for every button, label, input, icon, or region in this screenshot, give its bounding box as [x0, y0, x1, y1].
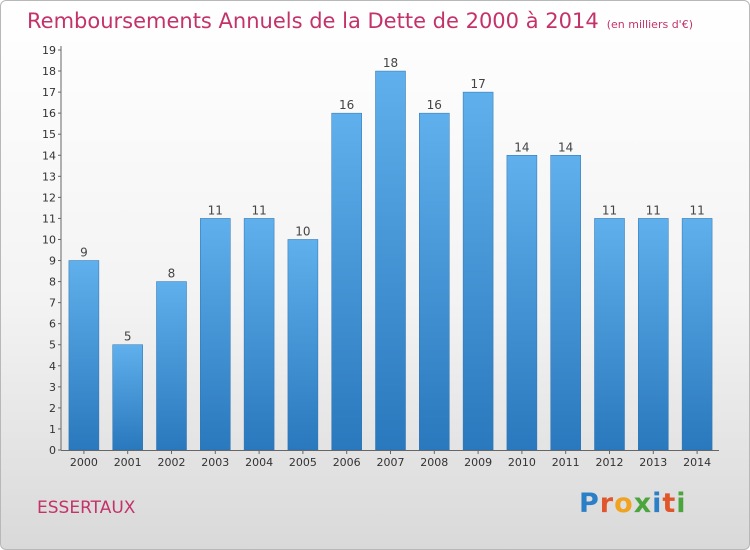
bar-value-label: 11	[689, 203, 704, 217]
chart-frame: Remboursements Annuels de la Dette de 20…	[0, 0, 750, 550]
y-tick-label: 6	[49, 318, 56, 331]
bar-value-label: 9	[80, 246, 88, 260]
bar	[69, 261, 99, 450]
bar	[507, 155, 537, 450]
bar-value-label: 10	[295, 224, 310, 238]
bars-group: 9 5 8 11 11 10 16 18 16 17 14 14 11 11 11	[69, 56, 712, 450]
y-tick-label: 9	[49, 255, 56, 268]
x-tick-label: 2004	[245, 456, 273, 469]
y-tick-label: 12	[42, 191, 56, 204]
x-tick-label: 2007	[377, 456, 405, 469]
y-tick-label: 8	[49, 276, 56, 289]
proxiti-logo: Proxiti	[579, 488, 687, 519]
bar	[157, 282, 187, 450]
bar-value-label: 16	[427, 98, 442, 112]
y-tick-label: 17	[42, 86, 56, 99]
y-tick-label: 10	[42, 233, 56, 246]
bar-value-label: 14	[558, 140, 573, 154]
bar	[682, 218, 712, 450]
y-tick-label: 5	[49, 339, 56, 352]
bar	[419, 113, 449, 450]
x-tick-label: 2012	[596, 456, 624, 469]
x-tick-label: 2008	[420, 456, 448, 469]
x-tick-label: 2009	[464, 456, 492, 469]
bar	[200, 218, 230, 450]
bar-chart: 95811 11101618161714 1411 11 11 012345678910…	[1, 1, 749, 549]
bar	[595, 218, 625, 450]
y-tick-label: 11	[42, 212, 56, 225]
x-tick-label: 2014	[683, 456, 711, 469]
x-tick-label: 2001	[114, 456, 142, 469]
y-tick-label: 3	[49, 381, 56, 394]
x-tick-label: 2002	[158, 456, 186, 469]
y-tick-label: 15	[42, 128, 56, 141]
bar	[463, 92, 493, 450]
x-tick-label: 2005	[289, 456, 317, 469]
bar	[638, 218, 668, 450]
y-tick-label: 19	[42, 44, 56, 57]
location-label: ESSERTAUX	[37, 498, 135, 518]
y-tick-label: 18	[42, 65, 56, 78]
bar-value-label: 5	[124, 330, 132, 344]
bar-value-label: 16	[339, 98, 354, 112]
bar-value-label: 11	[646, 203, 661, 217]
bar-value-label: 11	[251, 203, 266, 217]
y-tick-label: 0	[49, 444, 56, 457]
bar	[113, 345, 143, 450]
y-tick-label: 7	[49, 297, 56, 310]
x-tick-label: 2003	[201, 456, 229, 469]
x-tick-label: 2013	[639, 456, 667, 469]
bar-value-label: 14	[514, 140, 529, 154]
bar-value-label: 17	[470, 77, 485, 91]
y-tick-label: 2	[49, 402, 56, 415]
x-tick-label: 2000	[70, 456, 98, 469]
bar-value-label: 8	[168, 267, 176, 281]
y-tick-label: 16	[42, 107, 56, 120]
bar	[332, 113, 362, 450]
y-tick-label: 14	[42, 149, 56, 162]
x-tick-label: 2010	[508, 456, 536, 469]
bar-value-label: 11	[208, 203, 223, 217]
y-tick-label: 13	[42, 170, 56, 183]
bar-value-label: 18	[383, 56, 398, 70]
x-tick-label: 2006	[333, 456, 361, 469]
x-tick-label: 2011	[552, 456, 580, 469]
bar-value-label: 11	[602, 203, 617, 217]
bar	[288, 239, 318, 450]
bar	[551, 155, 581, 450]
y-tick-label: 1	[49, 423, 56, 436]
y-tick-label: 4	[49, 360, 56, 373]
bar	[244, 218, 274, 450]
bar	[376, 71, 406, 450]
